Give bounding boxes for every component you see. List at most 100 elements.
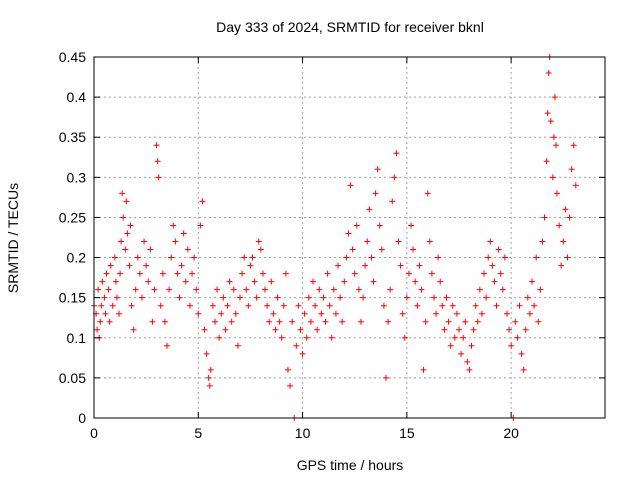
data-point [276,318,283,325]
data-point [117,270,124,277]
data-point [174,270,181,277]
data-point [485,254,492,261]
data-point [341,278,348,285]
data-point [572,182,579,189]
data-point [237,294,243,301]
data-point [99,278,106,285]
data-point [539,238,546,245]
data-point [366,206,373,213]
data-point [449,302,456,309]
data-point [326,302,333,309]
data-point [211,318,218,325]
data-point [224,302,231,309]
data-point [554,190,561,197]
data-point [383,374,389,381]
data-point [443,294,450,301]
data-point [109,302,116,309]
data-point [430,294,437,301]
data-point [543,158,550,165]
data-point [222,326,229,333]
data-point [103,270,110,277]
data-point [102,310,109,317]
data-point [297,326,304,333]
data-point [189,270,196,277]
data-point [332,310,339,317]
data-point [301,310,308,317]
data-point [214,286,221,293]
data-point [253,294,260,301]
data-point [428,270,435,277]
data-point [289,318,296,325]
data-point [562,206,569,213]
data-point [558,262,565,269]
data-point [376,222,383,229]
data-point [389,198,396,205]
chart-title: Day 333 of 2024, SRMTID for receiver bkn… [216,19,484,35]
data-point [168,254,175,261]
data-point [380,302,387,309]
data-point [549,174,556,181]
y-tick-label: 0.3 [67,169,87,185]
data-point [458,350,465,357]
data-point [209,302,216,309]
data-point [456,326,462,333]
data-point [495,246,502,253]
data-point [159,270,166,277]
x-tick-label: 15 [399,425,415,441]
data-point [355,286,362,293]
data-point [487,238,494,245]
data-point [393,150,400,157]
data-point [170,222,177,229]
data-point [330,286,337,293]
data-point [195,310,202,317]
data-point [418,286,425,293]
data-point [98,302,105,309]
data-point [522,326,529,333]
data-point [399,310,406,317]
data-point [362,262,369,269]
data-point [282,270,289,277]
data-point [403,294,410,301]
data-point [420,366,427,373]
data-point [345,230,352,237]
data-point [101,294,108,301]
data-point [232,310,239,317]
data-point [533,254,540,261]
data-point [526,310,533,317]
data-point [293,342,300,349]
data-point [439,302,446,309]
data-point [118,238,125,245]
data-point [437,278,444,285]
y-tick-label: 0.15 [59,290,86,306]
data-point [126,262,133,269]
x-tick-label: 0 [90,425,98,441]
data-point [128,302,135,309]
data-point [123,198,130,205]
data-point [506,326,513,333]
data-point [251,278,258,285]
data-point [503,310,510,317]
data-point [124,230,131,237]
data-point [112,278,119,285]
data-point [568,166,575,173]
data-point [270,310,277,317]
data-point [416,262,423,269]
y-tick-label: 0.35 [59,129,86,145]
data-point [391,174,398,181]
data-point [512,318,519,325]
data-point [472,302,479,309]
data-point [370,278,377,285]
data-point [460,334,467,341]
data-point [328,334,335,341]
data-point [537,286,544,293]
data-point [186,302,193,309]
data-point [547,118,554,125]
data-point [466,366,473,373]
data-point [303,334,310,341]
data-point [483,294,490,301]
data-point [312,302,319,309]
data-point [193,286,200,293]
data-point [378,246,385,253]
data-point [368,254,375,261]
data-point [166,286,173,293]
